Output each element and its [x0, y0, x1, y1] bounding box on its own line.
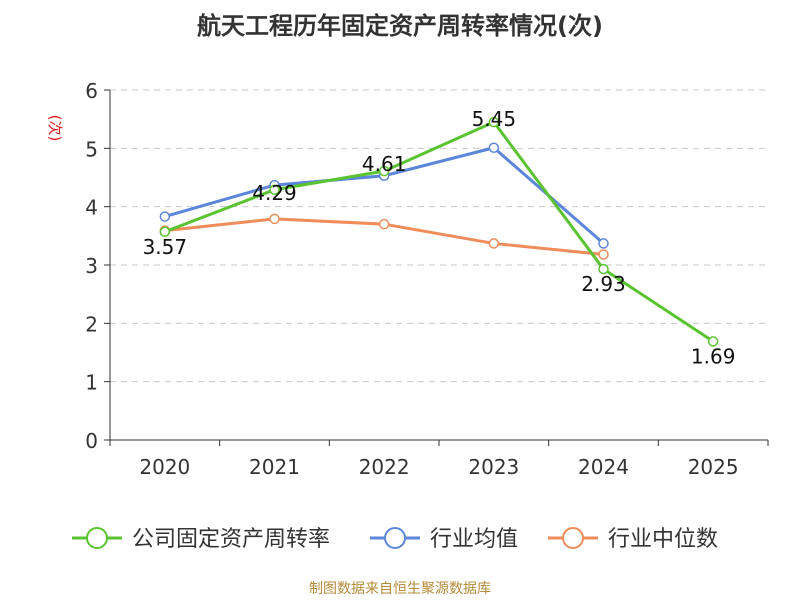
y-tick-label: 1 [85, 371, 98, 395]
y-tick-label: 2 [85, 312, 98, 336]
data-label: 5.45 [472, 107, 517, 131]
legend-label: 行业均值 [430, 527, 518, 552]
data-point [488, 142, 500, 153]
data-point [159, 226, 171, 237]
data-label: 4.61 [362, 152, 407, 176]
legend-marker [562, 527, 584, 549]
chart-title: 航天工程历年固定资产周转率情况(次) [197, 12, 603, 40]
x-tick-label: 2023 [468, 455, 519, 479]
data-label: 3.57 [143, 235, 188, 259]
data-point [488, 238, 500, 249]
y-axis-label: (次) [46, 115, 64, 142]
x-tick-label: 2022 [359, 455, 410, 479]
y-tick-label: 4 [85, 196, 98, 220]
y-tick-label: 6 [85, 79, 98, 103]
data-point [378, 165, 390, 177]
data-point [598, 249, 609, 260]
y-tick-label: 5 [85, 137, 98, 161]
data-label: 1.69 [691, 344, 736, 368]
legend-label: 公司固定资产周转率 [132, 527, 330, 552]
x-tick-label: 2024 [578, 455, 629, 479]
y-tick-label: 3 [85, 254, 98, 278]
series-line [164, 120, 714, 343]
source-note: 制图数据来自恒生聚源数据库 [309, 581, 491, 597]
data-point [707, 336, 719, 347]
data-point [269, 213, 280, 225]
data-label: 2.93 [581, 272, 626, 296]
data-point [269, 184, 280, 195]
data-point [159, 211, 171, 222]
y-tick-label: 0 [85, 429, 98, 453]
data-point [598, 238, 609, 249]
data-point [378, 218, 390, 230]
data-label: 4.29 [252, 181, 297, 205]
x-tick-label: 2021 [249, 455, 300, 479]
legend-marker [86, 527, 108, 549]
data-point [598, 263, 609, 275]
legend-label: 行业中位数 [608, 527, 718, 552]
x-tick-label: 2020 [139, 455, 190, 479]
legend-marker [384, 527, 406, 549]
data-point [488, 116, 500, 128]
x-tick-label: 2025 [688, 455, 739, 479]
